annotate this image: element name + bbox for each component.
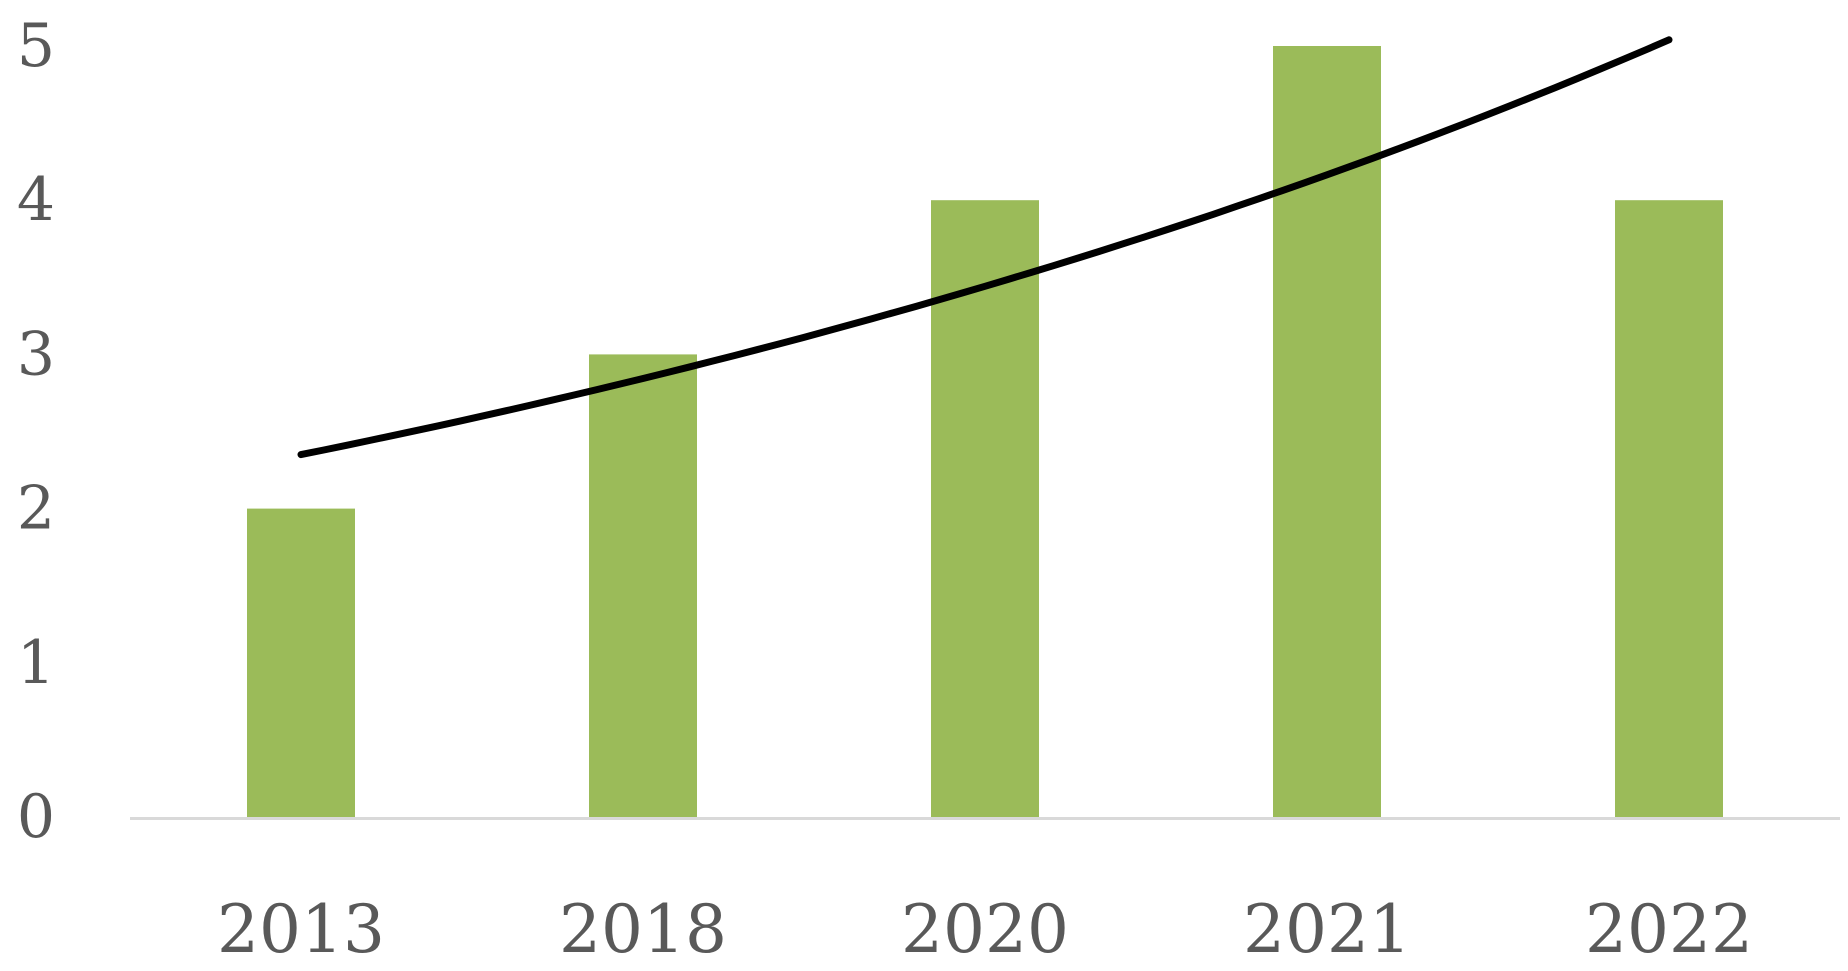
x-axis-ticks: 2013 2018 2020 2021 2022 [217, 891, 1753, 968]
bar-2013 [247, 508, 355, 817]
bars [247, 46, 1723, 817]
x-tick-label: 2021 [1243, 891, 1411, 968]
y-tick-label: 2 [17, 474, 55, 544]
y-tick-label: 3 [17, 319, 55, 389]
y-tick-label: 1 [17, 628, 55, 698]
bar-2018 [589, 354, 697, 817]
y-axis-ticks: 0 1 2 3 4 5 [17, 11, 55, 852]
y-tick-label: 0 [17, 782, 55, 852]
trendline [297, 36, 1673, 459]
x-tick-label: 2018 [559, 891, 727, 968]
x-tick-label: 2013 [217, 891, 385, 968]
y-tick-label: 4 [17, 165, 55, 235]
x-tick-label: 2022 [1585, 891, 1753, 968]
y-tick-label: 5 [17, 11, 55, 81]
bar-2022 [1615, 200, 1723, 817]
x-tick-label: 2020 [901, 891, 1069, 968]
bar-2020 [931, 200, 1039, 817]
